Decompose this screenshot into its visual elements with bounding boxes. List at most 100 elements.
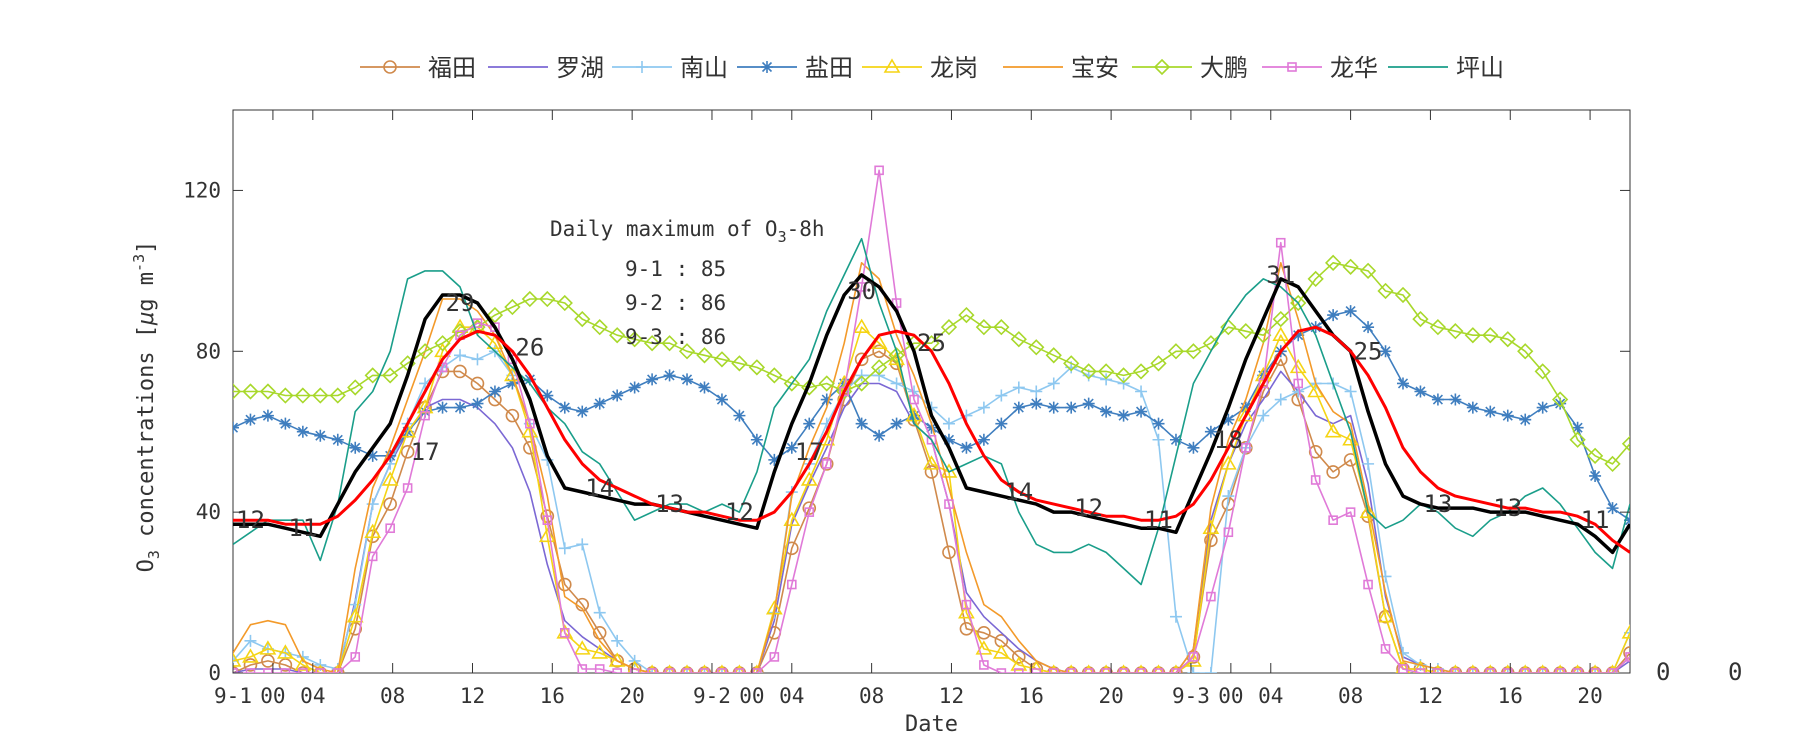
data-point [733, 409, 746, 422]
point-label: 17 [795, 438, 824, 466]
series-layer [233, 165, 1630, 673]
data-point [682, 668, 692, 673]
series-8h-avg [233, 325, 1630, 554]
data-point [783, 375, 800, 392]
data-point [1047, 401, 1060, 414]
point-label: 18 [1214, 426, 1243, 454]
data-point [591, 644, 609, 659]
data-point [1344, 385, 1357, 398]
data-point [1537, 668, 1548, 673]
data-point [1065, 401, 1078, 414]
point-label: 12 [725, 498, 754, 526]
point-label: 11 [1581, 506, 1610, 534]
data-point [854, 352, 869, 367]
legend: 福田 罗湖 南山 盐田 龙岗 宝安 大鹏 龙华 坪山 [360, 54, 1504, 82]
data-point [591, 319, 608, 336]
data-point [558, 401, 571, 414]
y-tick-label: 40 [196, 500, 221, 524]
data-point [1030, 385, 1043, 398]
x-tick-label: 08 [1338, 684, 1363, 708]
annotation-title: Daily maximum of O3-8h [550, 217, 825, 246]
data-point [678, 343, 696, 360]
data-point [1621, 435, 1630, 452]
data-point [1272, 326, 1290, 341]
data-point [1429, 319, 1447, 336]
legend-item-南山: 南山 [612, 54, 728, 82]
data-point [923, 455, 940, 470]
point-label: 14 [1004, 478, 1033, 506]
data-point [925, 421, 938, 434]
series-mean [233, 273, 1630, 555]
data-point [1554, 397, 1567, 410]
x-tick-label: 20 [1577, 684, 1602, 708]
data-point [245, 668, 256, 673]
data-point [594, 664, 605, 673]
data-point [940, 319, 958, 336]
data-point [1136, 668, 1146, 673]
data-point [574, 310, 591, 328]
data-point [750, 433, 763, 446]
data-point [992, 644, 1010, 659]
data-point [402, 483, 413, 493]
point-label: 17 [411, 438, 440, 466]
data-point [436, 401, 449, 414]
legend-label: 宝安 [1071, 54, 1119, 82]
data-point [383, 60, 397, 74]
point-label: 25 [917, 329, 946, 357]
data-point [1237, 323, 1254, 340]
data-point [1206, 591, 1216, 602]
series-line [233, 326, 1630, 673]
point-label: 11 [288, 514, 317, 542]
data-point [1362, 457, 1375, 470]
legend-item-罗湖: 罗湖 [488, 54, 604, 82]
data-point [1292, 329, 1305, 342]
data-point [890, 377, 903, 390]
data-point [942, 545, 956, 560]
data-point [1010, 656, 1028, 671]
data-point [261, 654, 275, 668]
legend-item-福田: 福田 [360, 54, 476, 82]
data-point [1204, 667, 1217, 673]
data-point [1499, 331, 1516, 348]
x-tick-label: 04 [300, 684, 325, 708]
data-point [1327, 309, 1340, 322]
data-point [1101, 668, 1111, 673]
data-point [349, 441, 362, 454]
data-point [609, 327, 626, 344]
point-label: 26 [515, 333, 544, 361]
data-point [870, 359, 888, 376]
data-point [298, 668, 308, 673]
x-tick-label: 9-3 [1172, 684, 1210, 708]
legend-label: 大鹏 [1200, 54, 1248, 82]
data-point [490, 322, 500, 332]
data-point [977, 625, 991, 640]
data-point [1484, 405, 1497, 418]
data-point [1534, 363, 1551, 380]
data-point [888, 347, 905, 364]
data-point [1187, 667, 1200, 673]
legend-label: 坪山 [1456, 54, 1504, 82]
x-tick-label: 12 [1418, 684, 1443, 708]
legend-item-宝安: 宝安 [1003, 54, 1119, 82]
data-point [766, 367, 783, 384]
series-大鹏 [233, 254, 1630, 473]
series-盐田 [233, 305, 1630, 527]
data-point [1625, 652, 1630, 662]
x-tick-label: 08 [859, 684, 884, 708]
data-point [1517, 343, 1534, 360]
x-tick-label: 08 [380, 684, 405, 708]
data-point [312, 387, 329, 404]
data-point [1394, 286, 1412, 304]
data-point [853, 318, 871, 333]
data-point [364, 523, 382, 539]
data-point [1289, 358, 1307, 374]
x-tick-label: 12 [460, 684, 485, 708]
data-point [1342, 258, 1359, 275]
data-point [593, 397, 606, 410]
data-point [664, 668, 675, 673]
data-point [768, 453, 781, 466]
data-point [819, 457, 834, 471]
data-point [1359, 262, 1377, 279]
data-point [1431, 393, 1444, 406]
